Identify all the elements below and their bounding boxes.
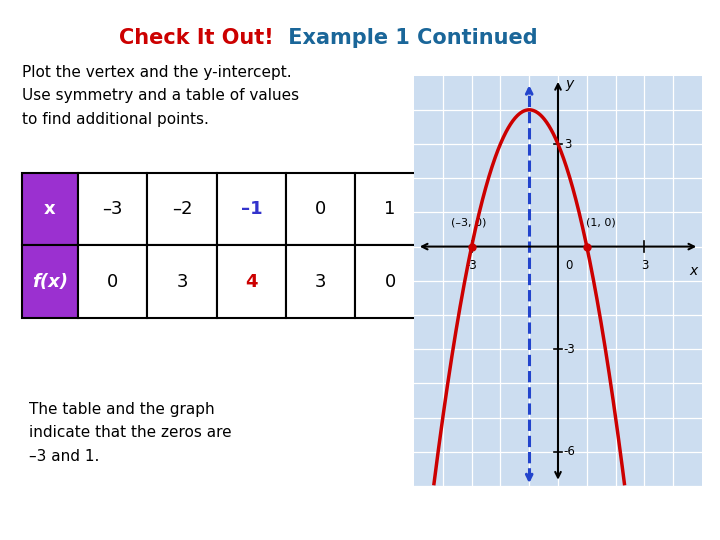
Text: 4: 4 [246,273,258,291]
Bar [356,173,425,245]
Text: x: x [689,264,698,278]
Bar [22,173,78,245]
Text: 3: 3 [176,273,188,291]
Text: f(x): f(x) [32,273,68,291]
Bar [148,245,217,318]
Text: –1: –1 [240,200,262,218]
Text: Plot the vertex and the y-intercept.
Use symmetry and a table of values
to find : Plot the vertex and the y-intercept. Use… [22,65,299,126]
Bar [286,173,356,245]
Bar [217,173,286,245]
Text: –2: –2 [172,200,192,218]
Text: y: y [565,77,573,91]
Bar [148,173,217,245]
Text: Example 1 Continued: Example 1 Continued [281,28,537,48]
Text: Check It Out!: Check It Out! [119,28,274,48]
Bar [217,245,286,318]
Text: 3: 3 [641,259,648,272]
Text: 0: 0 [315,200,326,218]
Text: 0: 0 [384,273,396,291]
Text: -3: -3 [564,343,575,356]
Text: x: x [44,200,55,218]
Text: –3: –3 [102,200,123,218]
Bar [286,245,356,318]
Text: -6: -6 [564,446,575,458]
Bar [78,245,148,318]
Text: 0: 0 [565,259,572,272]
Text: 0: 0 [107,273,118,291]
Bar [78,173,148,245]
Text: 1: 1 [384,200,396,218]
Text: The table and the graph
indicate that the zeros are
–3 and 1.: The table and the graph indicate that th… [29,402,231,464]
Text: (–3, 0): (–3, 0) [451,218,487,228]
Text: 3: 3 [315,273,327,291]
Bar [356,245,425,318]
Text: (1, 0): (1, 0) [586,218,616,228]
Text: 3: 3 [564,138,571,151]
Text: -3: -3 [466,259,477,272]
Bar [22,245,78,318]
